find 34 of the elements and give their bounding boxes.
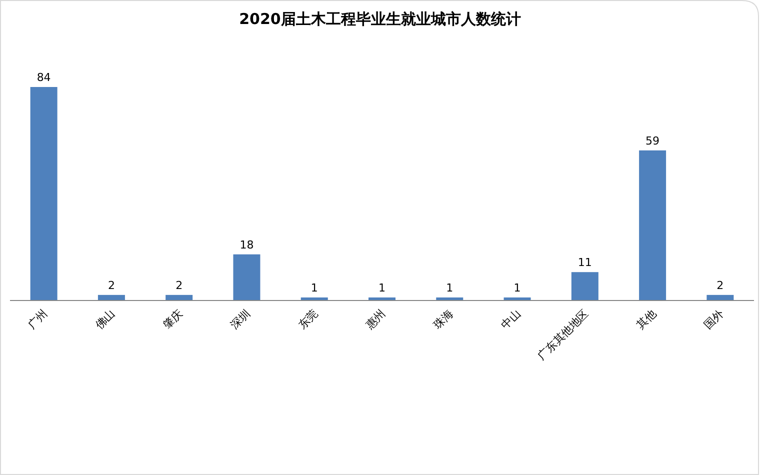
x-tick-label: 深圳 bbox=[228, 306, 253, 332]
x-tick-label: 广东其他地区 bbox=[535, 306, 592, 363]
data-label: 2 bbox=[176, 278, 183, 292]
bar bbox=[98, 294, 125, 300]
data-label: 2 bbox=[716, 278, 724, 292]
bar bbox=[30, 87, 58, 300]
x-tick-label: 其他 bbox=[634, 306, 659, 332]
bar bbox=[639, 150, 666, 300]
x-tick-label: 肇庆 bbox=[160, 306, 186, 332]
data-label: 1 bbox=[310, 281, 318, 294]
x-tick-label: 东莞 bbox=[296, 306, 320, 332]
data-label: 1 bbox=[378, 281, 386, 294]
bar bbox=[706, 294, 734, 300]
data-label: 59 bbox=[646, 134, 660, 148]
x-tick-label: 佛山 bbox=[92, 306, 118, 332]
data-label: 1 bbox=[514, 281, 521, 294]
x-tick-label: 广州 bbox=[25, 306, 50, 332]
bar bbox=[300, 297, 328, 300]
chart-title: 2020届土木工程毕业生就业城市人数统计 bbox=[239, 10, 521, 28]
data-label: 84 bbox=[36, 71, 51, 84]
x-tick-label: 惠州 bbox=[362, 306, 388, 332]
data-label: 1 bbox=[446, 281, 454, 294]
data-label: 11 bbox=[578, 256, 592, 270]
x-tick-label: 国外 bbox=[702, 306, 726, 332]
bar bbox=[233, 254, 260, 300]
bar bbox=[504, 297, 531, 300]
bar bbox=[166, 294, 193, 300]
bar bbox=[571, 272, 598, 300]
bar bbox=[436, 297, 464, 300]
data-label: 2 bbox=[108, 278, 115, 292]
x-tick-label: 中山 bbox=[498, 306, 524, 332]
bar bbox=[368, 297, 396, 300]
x-tick-label: 珠海 bbox=[431, 306, 456, 332]
data-label: 18 bbox=[240, 238, 254, 252]
